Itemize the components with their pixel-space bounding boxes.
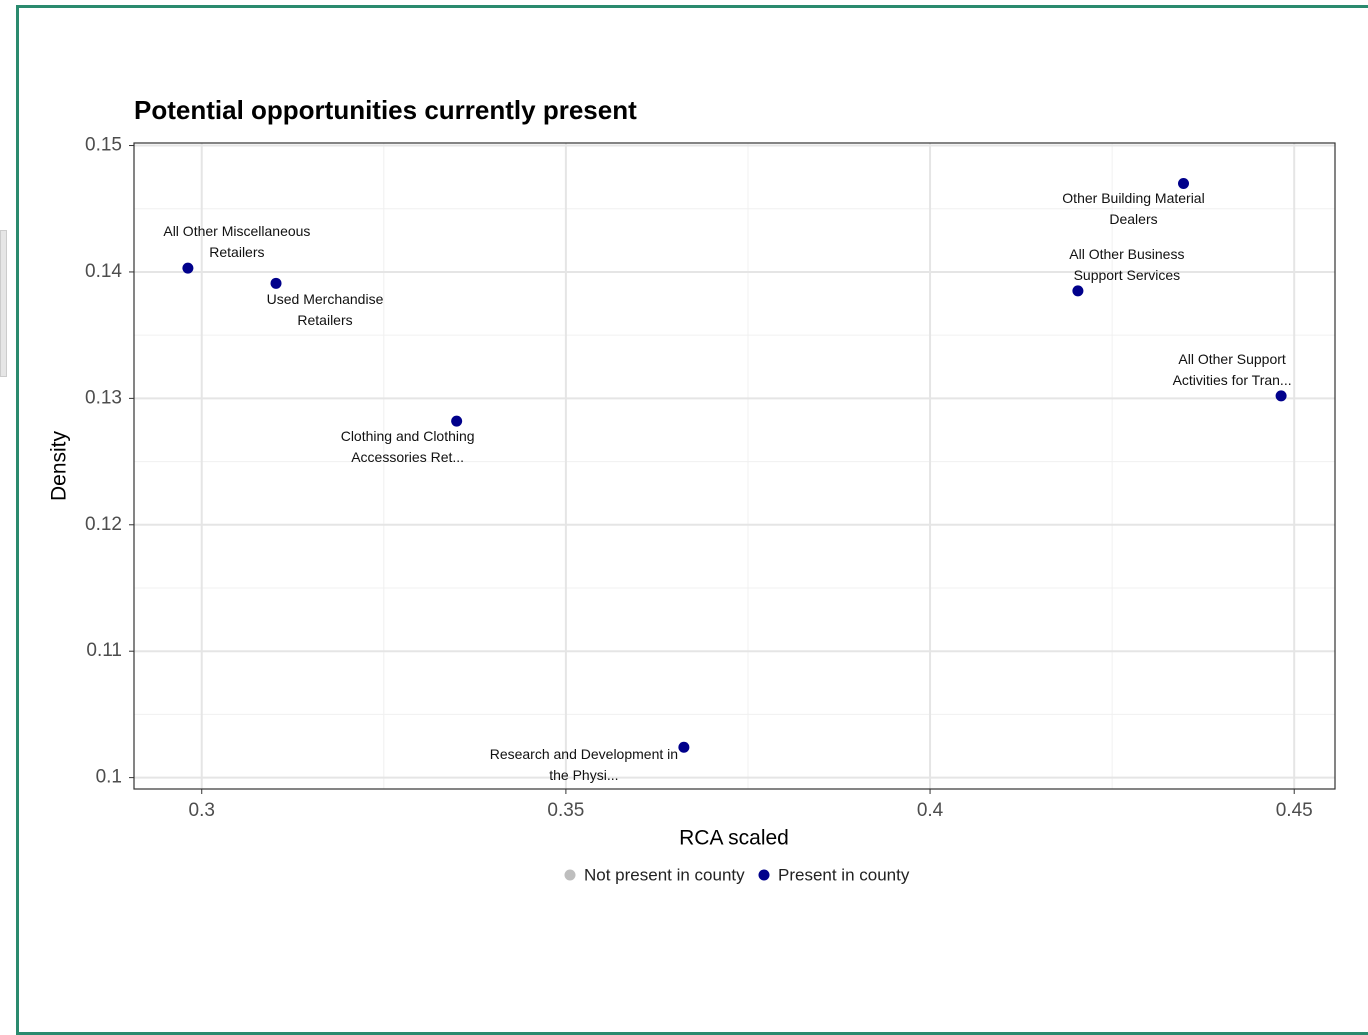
y-tick-label: 0.15 <box>85 135 122 156</box>
x-tick-label: 0.3 <box>189 800 215 821</box>
legend-swatch <box>564 869 576 881</box>
y-tick-label: 0.12 <box>85 514 122 535</box>
point <box>182 262 194 274</box>
point <box>1178 177 1190 189</box>
point-label: Research and Development in the Physi... <box>489 746 679 784</box>
legend-label: Present in county <box>778 865 910 884</box>
y-tick-label: 0.1 <box>96 767 122 788</box>
x-axis-label: RCA scaled <box>679 827 789 850</box>
y-tick-label: 0.14 <box>85 261 122 282</box>
point-label: Clothing and Clothing Accessories Ret... <box>340 428 475 466</box>
point-label: All Other Miscellaneous Retailers <box>163 223 311 261</box>
legend-label: Not present in county <box>584 865 745 884</box>
y-tick-label: 0.11 <box>86 640 122 661</box>
point <box>270 277 282 289</box>
point <box>1275 390 1287 402</box>
y-axis-label: Density <box>48 430 71 501</box>
point <box>451 415 463 427</box>
point-label: All Other Business Support Services <box>1069 245 1185 283</box>
point <box>678 741 690 753</box>
legend-swatch <box>758 869 770 881</box>
x-tick-label: 0.35 <box>547 800 584 821</box>
y-tick-label: 0.13 <box>85 387 122 408</box>
x-tick-label: 0.45 <box>1276 800 1313 821</box>
point-label: Other Building Material Dealers <box>1062 190 1205 228</box>
point <box>1072 285 1084 297</box>
side-tab <box>0 230 7 377</box>
plot-background <box>134 143 1335 789</box>
chart-title: Potential opportunities currently presen… <box>134 95 637 125</box>
point-label: Used Merchandise Retailers <box>266 291 384 329</box>
point-label: All Other Support Activities for Tran... <box>1172 350 1292 388</box>
plot-border <box>133 142 1336 790</box>
x-tick-label: 0.4 <box>917 800 944 821</box>
